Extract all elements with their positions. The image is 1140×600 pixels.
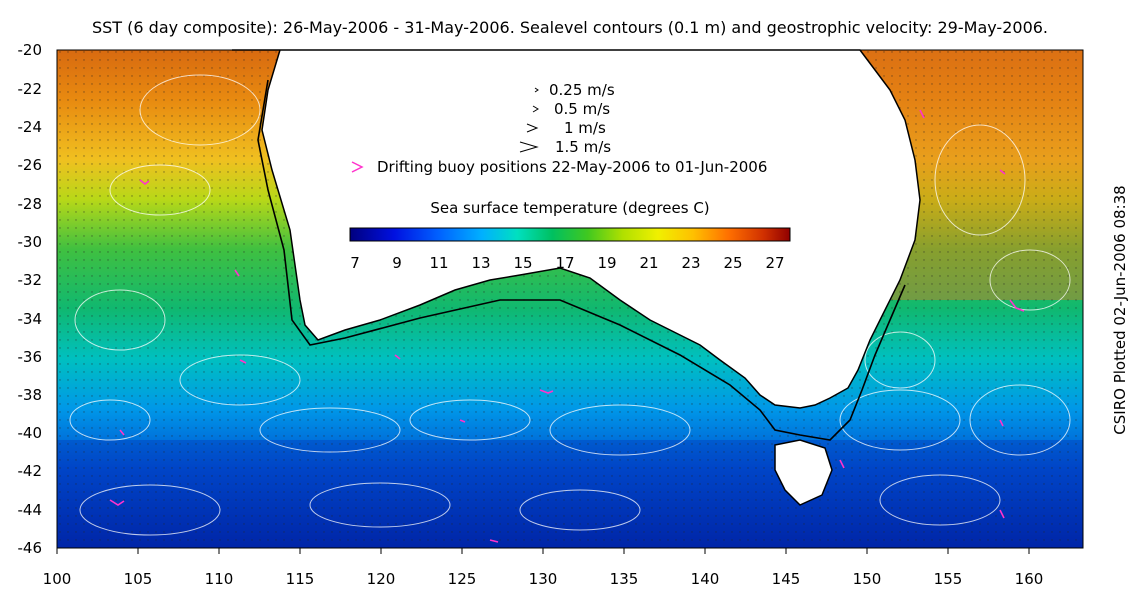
plot-credit: CSIRO Plotted 02-Jun-2006 08:38 — [1111, 185, 1129, 435]
lat-label: -42 — [17, 462, 43, 480]
lat-label: -38 — [17, 386, 43, 404]
colorbar-tick: 21 — [639, 254, 659, 272]
colorbar-tick: 9 — [392, 254, 402, 272]
lon-label: 105 — [123, 570, 153, 588]
lat-label: -34 — [17, 310, 43, 328]
lat-label: -24 — [17, 118, 43, 136]
lat-label: -26 — [17, 156, 43, 174]
colorbar-title: Sea surface temperature (degrees C) — [430, 199, 710, 217]
buoy-legend-label: Drifting buoy positions 22-May-2006 to 0… — [377, 158, 768, 176]
velocity-legend-025: 0.25 m/s — [549, 81, 615, 99]
velocity-legend-arrows — [519, 87, 539, 153]
lat-label: -28 — [17, 195, 43, 213]
colorbar — [349, 227, 791, 242]
colorbar-tick: 7 — [350, 254, 360, 272]
velocity-legend-05: 0.5 m/s — [554, 100, 611, 118]
lon-label: 160 — [1014, 570, 1044, 588]
lon-label: 100 — [42, 570, 72, 588]
sealevel-contours — [69, 74, 1071, 536]
lon-label: 135 — [609, 570, 639, 588]
velocity-legend-15: 1.5 m/s — [555, 138, 612, 156]
lon-label: 110 — [204, 570, 234, 588]
page-title: SST (6 day composite): 26-May-2006 - 31-… — [91, 18, 1049, 37]
colorbar-tick: 17 — [555, 254, 575, 272]
lat-label: -46 — [17, 539, 43, 557]
colorbar-tick: 25 — [723, 254, 743, 272]
lon-label: 115 — [285, 570, 315, 588]
plot-frame — [56, 49, 1084, 549]
colorbar-tick: 19 — [597, 254, 617, 272]
lon-label: 120 — [366, 570, 396, 588]
lat-label: -44 — [17, 501, 43, 519]
lon-label: 125 — [447, 570, 477, 588]
colorbar-tick: 11 — [429, 254, 449, 272]
lat-label: -36 — [17, 348, 43, 366]
lat-label: -40 — [17, 424, 43, 442]
lon-label: 130 — [528, 570, 558, 588]
buoy-tracks — [109, 109, 1025, 543]
lon-label: 155 — [933, 570, 963, 588]
colorbar-tick: 13 — [471, 254, 491, 272]
tasmania — [774, 439, 833, 506]
lon-label: 150 — [852, 570, 882, 588]
colorbar-tick: 27 — [765, 254, 785, 272]
shelf-break-line — [257, 79, 906, 441]
buoy-legend-icon — [351, 161, 364, 173]
lat-label: -30 — [17, 233, 43, 251]
lat-label: -22 — [17, 80, 43, 98]
colorbar-tick: 23 — [681, 254, 701, 272]
velocity-legend-1: 1 m/s — [564, 119, 606, 137]
lon-label: 140 — [690, 570, 720, 588]
colorbar-tick: 15 — [513, 254, 533, 272]
lon-label: 145 — [771, 570, 801, 588]
lat-label: -20 — [17, 41, 43, 59]
axis-ticks — [56, 548, 1030, 554]
lat-label: -32 — [17, 271, 43, 289]
